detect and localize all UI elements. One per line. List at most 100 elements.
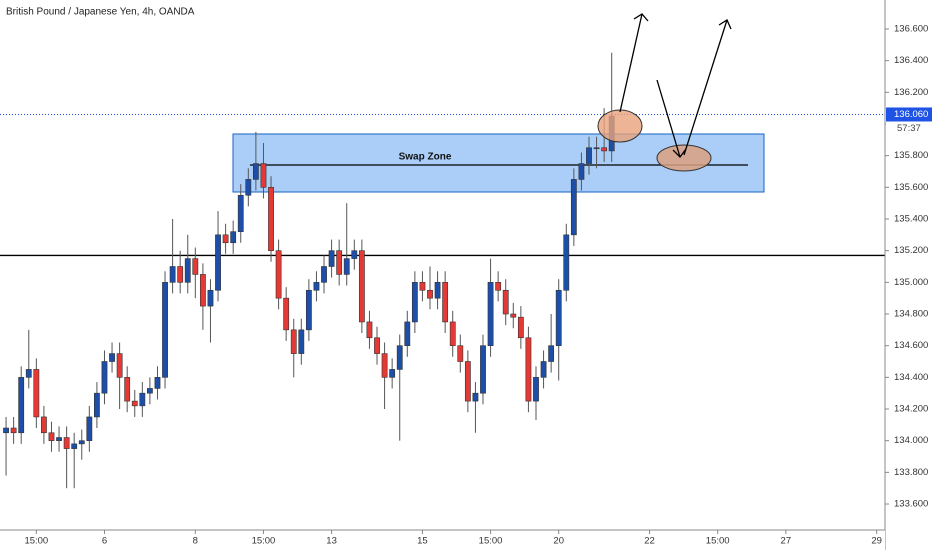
candle-body — [427, 289, 433, 299]
arrow — [656, 79, 681, 158]
x-tick-label: 15 — [417, 536, 428, 547]
candle-body — [374, 337, 380, 354]
x-tick-label: 13 — [326, 536, 337, 547]
x-tick-label: 20 — [553, 536, 564, 547]
candle-body — [502, 289, 509, 315]
candle-body — [313, 282, 320, 291]
y-tick-label: 135.000 — [894, 277, 928, 288]
candle-body — [343, 258, 350, 275]
x-tick-label: 15:00 — [479, 536, 503, 547]
candle-body — [555, 289, 562, 346]
candle-body — [184, 258, 191, 283]
candle-body — [298, 329, 305, 354]
zone-label: Swap Zone — [399, 152, 452, 163]
candle-body — [199, 274, 206, 307]
arrow — [683, 19, 728, 156]
candle-body — [237, 194, 244, 232]
time-panel — [0, 530, 885, 550]
candle-body — [109, 353, 115, 362]
candle-body — [207, 289, 214, 307]
candle-body — [487, 282, 494, 346]
candle-body — [78, 440, 85, 445]
x-tick-label: 22 — [644, 536, 655, 547]
candle-body — [3, 427, 9, 434]
candle-body — [25, 369, 32, 378]
axes — [0, 113, 885, 257]
candle-body — [442, 282, 449, 323]
candle-body — [586, 147, 592, 164]
candle-body — [192, 258, 199, 275]
candle-body — [215, 234, 221, 291]
candle-body — [472, 392, 479, 402]
y-tick-label: 133.800 — [894, 467, 928, 478]
y-tick-label: 134.200 — [894, 404, 928, 415]
last-price-box — [886, 107, 932, 122]
candle-body — [245, 179, 252, 196]
candle-body — [252, 163, 259, 180]
last-price-label: 136.060 — [894, 109, 928, 120]
candles — [3, 52, 615, 489]
candle-body — [94, 392, 100, 418]
candle-body — [101, 361, 108, 394]
candle-body — [268, 187, 274, 251]
candle-body — [563, 234, 570, 291]
candle-body — [457, 345, 464, 362]
candle-body — [56, 437, 62, 441]
candle-body — [162, 282, 168, 378]
x-tick-label: 15:00 — [252, 536, 276, 547]
annotations — [597, 13, 732, 172]
candle-body — [48, 432, 55, 441]
candle-body — [480, 345, 486, 394]
candle-body — [404, 321, 411, 346]
y-tick-label: 134.400 — [894, 372, 928, 383]
y-tick-label: 134.800 — [894, 309, 928, 320]
candle-body — [464, 361, 471, 402]
arrow — [619, 13, 643, 113]
candle-body — [169, 266, 176, 283]
candle-body — [275, 250, 282, 299]
candle-body — [10, 427, 17, 434]
candle-body — [86, 416, 93, 441]
y-tick-label: 136.200 — [894, 87, 928, 98]
candle-body — [396, 345, 403, 370]
y-tick-label: 134.600 — [894, 340, 928, 351]
y-tick-label: 135.400 — [894, 214, 928, 225]
candle-body — [358, 250, 365, 323]
countdown-box — [886, 121, 932, 135]
axis-panel — [885, 0, 932, 550]
candle-body — [33, 369, 40, 418]
candle-body — [131, 400, 138, 407]
candle-body — [517, 316, 524, 339]
candle-body — [154, 377, 161, 389]
chart-title: British Pound / Japanese Yen, 4h, OANDA — [6, 7, 195, 18]
candle-body — [570, 179, 577, 236]
candle-body — [116, 353, 123, 378]
y-tick-label: 134.000 — [894, 435, 928, 446]
candle-body — [305, 289, 312, 331]
candle-body — [389, 369, 396, 378]
y-tick-label: 135.600 — [894, 182, 928, 193]
circle — [597, 109, 643, 143]
x-tick-label: 15:00 — [706, 536, 730, 547]
candle-body — [18, 377, 25, 434]
candle-body — [146, 388, 153, 394]
circle — [656, 144, 712, 172]
candle-body — [593, 147, 600, 150]
arrow-head — [718, 19, 732, 30]
candle-body — [41, 416, 47, 434]
candle-body — [366, 321, 373, 339]
candle-body — [540, 361, 547, 378]
y-tick-label: 135.200 — [894, 245, 928, 256]
candle-body — [533, 377, 539, 402]
candle-body — [336, 250, 343, 275]
candle-body — [434, 282, 441, 299]
candle-body — [139, 392, 146, 407]
candle-body — [419, 282, 426, 291]
candle-body — [260, 163, 267, 188]
arrow-head — [633, 13, 649, 22]
countdown: 57:37 — [897, 123, 921, 134]
x-tick-label: 15:00 — [24, 536, 48, 547]
candle-body — [495, 282, 502, 291]
